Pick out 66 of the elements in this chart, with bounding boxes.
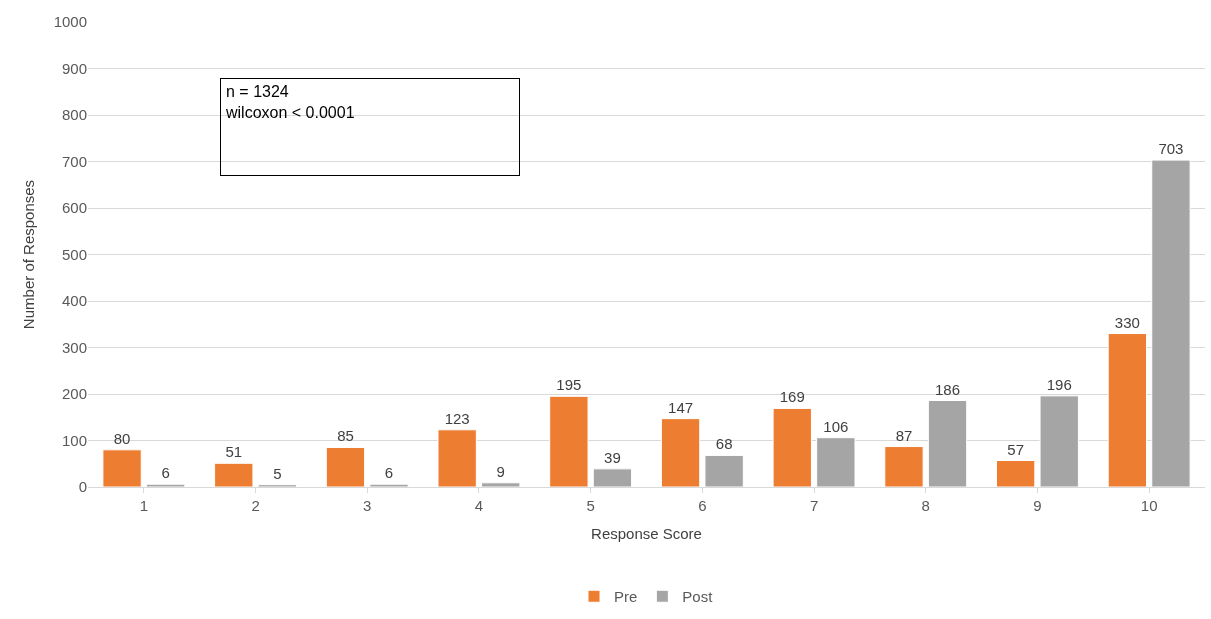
- bar: [772, 407, 812, 487]
- bar: [884, 446, 924, 487]
- bar: [257, 484, 297, 487]
- bar: [704, 454, 744, 487]
- bar: [481, 482, 521, 487]
- x-tick-label: 1: [139, 497, 149, 514]
- data-label: 68: [715, 435, 733, 453]
- y-tick-label: 800: [61, 106, 87, 124]
- y-tick-label: 0: [78, 478, 87, 496]
- bar: [1039, 395, 1079, 487]
- bar: [102, 449, 142, 487]
- data-label: 57: [1007, 440, 1025, 458]
- bar: [437, 429, 477, 487]
- bar: [996, 460, 1036, 487]
- bar: [592, 468, 633, 487]
- bar: [325, 446, 366, 487]
- data-label: 106: [823, 417, 849, 435]
- y-tick-label: 900: [61, 59, 87, 77]
- data-label: 196: [1046, 375, 1072, 393]
- y-tick-label: 200: [61, 385, 87, 403]
- y-axis-title: Number of Responses: [19, 179, 37, 330]
- bar: [1151, 159, 1191, 487]
- bar: [1107, 333, 1148, 487]
- bar: [660, 418, 701, 487]
- data-label: 169: [779, 388, 805, 406]
- x-tick-label: 3: [363, 497, 372, 514]
- data-label: 9: [496, 462, 505, 480]
- bar: [816, 437, 856, 487]
- legend-label: Pre: [614, 588, 638, 606]
- data-label: 51: [225, 443, 243, 461]
- data-label: 330: [1114, 313, 1140, 331]
- x-axis-title: Response Score: [591, 525, 702, 542]
- data-label: 6: [384, 464, 394, 482]
- y-tick-label: 500: [61, 245, 87, 263]
- data-label: 6: [161, 464, 170, 482]
- data-label: 39: [604, 448, 621, 466]
- data-label: 85: [337, 427, 354, 445]
- annotation: n = 1324 wilcoxon < 0.0001: [225, 83, 355, 121]
- data-label: 147: [668, 398, 694, 416]
- legend-label: Post: [682, 588, 714, 606]
- y-tick-label: 1000: [53, 13, 87, 31]
- data-label: 80: [113, 429, 131, 447]
- y-tick-label: 600: [61, 199, 87, 217]
- data-label: 186: [935, 380, 961, 398]
- bar: [214, 462, 254, 487]
- x-tick-label: 9: [1033, 497, 1042, 514]
- x-tick-label: 8: [921, 497, 930, 514]
- y-tick-label: 700: [61, 152, 87, 170]
- bar: [549, 395, 589, 487]
- bar: [369, 483, 409, 487]
- data-label: 703: [1158, 140, 1184, 158]
- data-label: 195: [556, 376, 582, 394]
- x-tick-label: 7: [809, 497, 819, 514]
- data-label: 123: [444, 409, 470, 427]
- bar: [145, 483, 186, 487]
- x-tick-label: 2: [251, 497, 260, 514]
- data-label: 5: [273, 464, 282, 482]
- y-tick-label: 300: [61, 338, 87, 356]
- bar: [927, 400, 968, 487]
- y-tick-label: 400: [61, 292, 87, 310]
- x-tick-label: 5: [586, 497, 595, 514]
- y-tick-label: 100: [61, 431, 87, 449]
- data-label: 87: [895, 426, 913, 444]
- x-tick-label: 4: [474, 497, 484, 514]
- x-tick-label: 10: [1140, 497, 1158, 514]
- x-tick-label: 6: [698, 497, 707, 514]
